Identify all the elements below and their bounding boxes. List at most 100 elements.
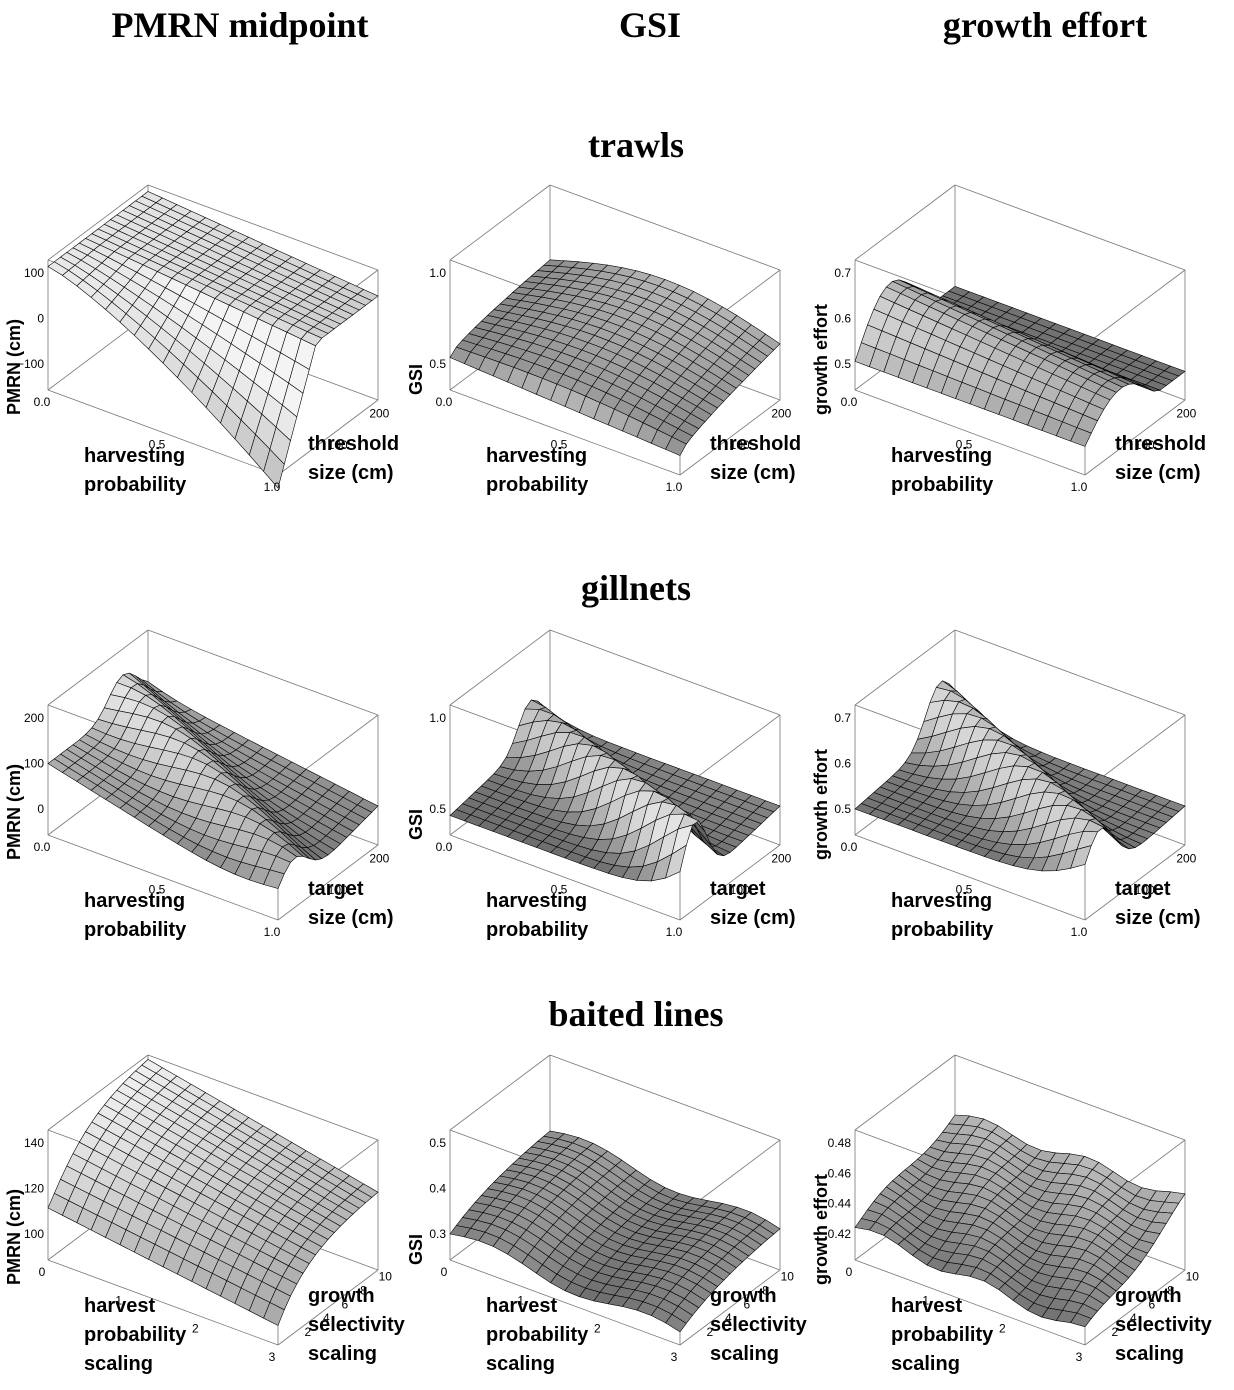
surface-cell [263, 869, 285, 889]
surface-panel-0-2: 0.7 0.6 0.5 0.0 0.5 1.0 100 200 harvesting probab… [811, 180, 1215, 515]
y-tick-label: 100 [328, 438, 348, 452]
y-tick-label: 2 [1112, 1325, 1119, 1339]
x-tick-label: 1 [115, 1293, 122, 1307]
surface-cell [1070, 427, 1092, 447]
bounding-box-edge [47, 184, 149, 261]
bounding-box-edge [47, 1054, 149, 1131]
z-tick-label: −100 [17, 357, 44, 371]
x-axis-label-line: probability [84, 919, 187, 941]
column-title-pmrn-midpoint: PMRN midpoint [111, 5, 369, 45]
y-tick-label: 100 [328, 883, 348, 897]
y-tick-label: 2 [707, 1325, 714, 1339]
z-tick-label: 0.5 [429, 357, 446, 371]
z-axis-label: PMRN (cm) [4, 763, 24, 860]
surface-mesh [449, 259, 781, 456]
bounding-box-edge [679, 844, 781, 921]
surface-cell [665, 436, 687, 456]
x-tick-label: 0.5 [956, 883, 973, 897]
surface-panel-2-0: 140 120 100 0 1 2 3 2 4 6 8 10 harvest probability sca… [4, 1050, 408, 1385]
x-tick-label: 0.5 [956, 438, 973, 452]
y-axis-label: target size (cm) [710, 875, 796, 933]
surface-mesh [449, 699, 781, 882]
z-tick-label: 0.7 [834, 711, 851, 725]
surface-mesh [449, 1130, 781, 1333]
y-axis-label: growth selectivity scaling [1115, 1282, 1212, 1369]
x-axis-label-line: probability [891, 1324, 994, 1346]
bounding-box-edge [449, 389, 681, 476]
z-tick-label: 0.48 [828, 1136, 852, 1150]
z-tick-label: 120 [24, 1182, 44, 1196]
y-tick-label: 200 [1176, 852, 1196, 866]
bounding-box-edge [1084, 1269, 1186, 1346]
y-axis-label-line: target [1115, 878, 1171, 900]
y-tick-label: 200 [369, 852, 389, 866]
x-tick-label: 3 [1076, 1350, 1083, 1364]
x-axis-label-line: scaling [84, 1353, 153, 1375]
z-tick-label: 1.0 [429, 711, 446, 725]
y-axis-label-line: growth [308, 1285, 375, 1307]
surface-mesh [47, 1059, 379, 1326]
x-axis-label-line: probability [84, 1324, 187, 1346]
y-tick-label: 8 [1167, 1283, 1174, 1297]
bounding-box-edge [854, 1259, 1086, 1346]
y-axis-label-line: scaling [1115, 1343, 1184, 1365]
surface-cell [665, 1313, 687, 1333]
z-axis-label: GSI [406, 363, 426, 395]
surface-plot-svg: 0.7 0.6 0.5 0.0 0.5 1.0 100 200 [834, 184, 1197, 494]
x-tick-label: 2 [999, 1322, 1006, 1336]
y-tick-label: 2 [305, 1325, 312, 1339]
x-tick-label: 1.0 [666, 925, 683, 939]
y-tick-label: 100 [730, 883, 750, 897]
bounding-box-edge [47, 629, 149, 706]
surface-mesh [854, 1114, 1186, 1328]
bounding-box-edge [1084, 269, 1186, 346]
y-tick-label: 200 [1176, 407, 1196, 421]
y-axis-label: target size (cm) [308, 875, 394, 933]
y-axis-label-line: size (cm) [308, 462, 394, 484]
x-axis-label: harvesting probability [486, 887, 588, 945]
y-tick-label: 6 [342, 1297, 349, 1311]
z-tick-label: 100 [24, 1227, 44, 1241]
y-axis-label-line: scaling [710, 1343, 779, 1365]
z-tick-label: 0.46 [828, 1166, 852, 1180]
y-axis-label-line: size (cm) [1115, 907, 1201, 929]
x-axis-label-line: scaling [891, 1353, 960, 1375]
y-axis-label-line: size (cm) [1115, 462, 1201, 484]
x-axis-label: harvesting probability [84, 887, 186, 945]
x-axis-label: harvest probability scaling [891, 1292, 993, 1379]
bounding-box-edge [47, 1259, 279, 1346]
y-axis-label-line: target [710, 878, 766, 900]
z-axis-label: growth effort [811, 749, 831, 860]
y-axis-label: threshold size (cm) [1115, 430, 1206, 488]
y-tick-label: 200 [771, 852, 791, 866]
x-tick-label: 3 [671, 1350, 678, 1364]
x-axis-label-line: harvest [891, 1295, 963, 1317]
y-axis-label-line: selectivity [308, 1314, 405, 1336]
surface-mesh [854, 279, 1186, 447]
x-axis-label-line: probability [486, 474, 589, 496]
x-axis-label-line: harvesting [891, 890, 993, 912]
x-axis-label-line: harvesting [486, 445, 588, 467]
z-tick-label: 0.6 [834, 757, 851, 771]
y-tick-label: 4 [725, 1311, 732, 1325]
y-tick-label: 6 [744, 1297, 751, 1311]
x-tick-label: 3 [269, 1350, 276, 1364]
x-tick-label: 0 [846, 1265, 853, 1279]
y-tick-label: 10 [1186, 1270, 1200, 1284]
bounding-box-edge [47, 834, 279, 921]
surface-cell [1070, 845, 1092, 869]
x-axis-label: harvesting probability [891, 887, 993, 945]
x-axis-label-line: harvest [84, 1295, 156, 1317]
y-axis-label-line: target [308, 878, 364, 900]
y-tick-label: 4 [323, 1311, 330, 1325]
x-tick-label: 0.0 [34, 840, 51, 854]
y-axis-label-line: growth [710, 1285, 777, 1307]
x-tick-label: 1.0 [264, 480, 281, 494]
y-axis-label: target size (cm) [1115, 875, 1201, 933]
surface-cell [665, 844, 687, 879]
y-axis-label-line: growth [1115, 1285, 1182, 1307]
surface-plot-svg: 200 100 0 0.0 0.5 1.0 100 200 [24, 629, 390, 939]
bounding-box-edge [854, 1054, 956, 1131]
